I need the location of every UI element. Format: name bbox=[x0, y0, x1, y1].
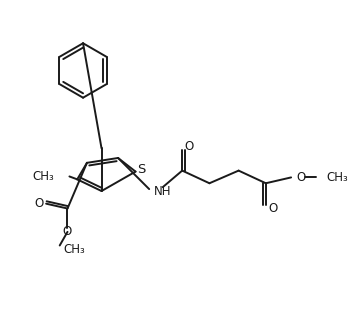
Text: O: O bbox=[184, 140, 194, 153]
Text: O: O bbox=[268, 202, 277, 215]
Text: CH₃: CH₃ bbox=[326, 171, 348, 184]
Text: NH: NH bbox=[154, 185, 171, 198]
Text: CH₃: CH₃ bbox=[32, 170, 54, 183]
Text: CH₃: CH₃ bbox=[64, 243, 85, 256]
Text: O: O bbox=[296, 171, 305, 184]
Text: O: O bbox=[35, 197, 44, 210]
Text: S: S bbox=[137, 163, 146, 176]
Text: O: O bbox=[63, 225, 72, 238]
